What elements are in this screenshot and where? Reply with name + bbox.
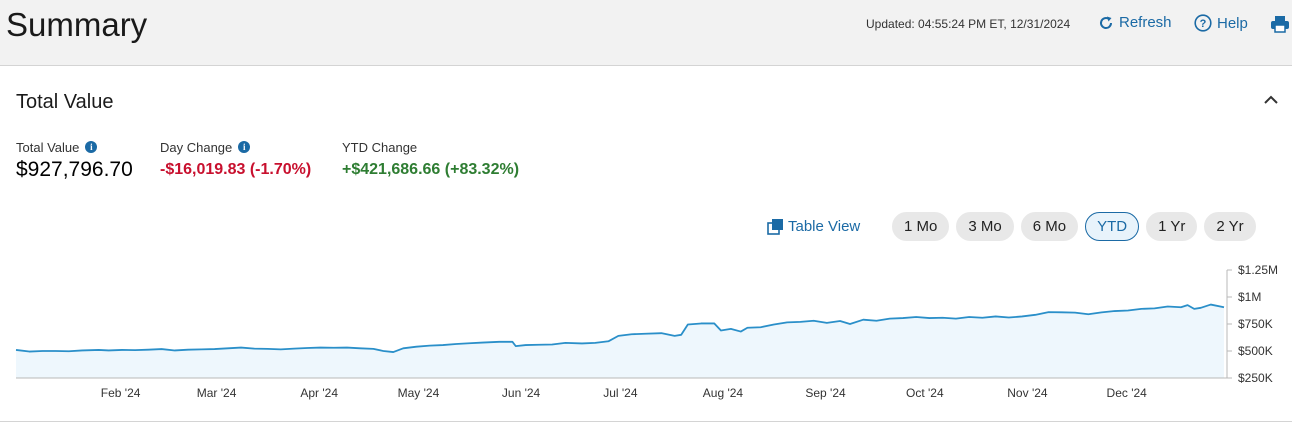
range-button-6-mo[interactable]: 6 Mo [1020, 212, 1079, 241]
collapse-button[interactable] [1263, 93, 1279, 111]
y-tick-label: $1.25M [1238, 263, 1278, 277]
range-button-1-mo[interactable]: 1 Mo [892, 212, 950, 241]
svg-text:?: ? [1200, 18, 1207, 30]
help-label: Help [1217, 14, 1248, 32]
refresh-button[interactable]: Refresh [1098, 14, 1172, 31]
ytd-change-amount: +$421,686.66 (+83.32%) [342, 161, 520, 178]
range-selector: 1 Mo 3 Mo 6 Mo YTD 1 Yr 2 Yr [892, 212, 1256, 241]
x-tick-label: Jul '24 [603, 386, 638, 400]
range-button-2-yr[interactable]: 2 Yr [1204, 212, 1256, 241]
chevron-up-icon [1264, 95, 1278, 104]
section-title: Total Value [16, 91, 114, 113]
table-view-label: Table View [788, 218, 861, 235]
y-tick-label: $750K [1238, 317, 1273, 331]
range-button-ytd[interactable]: YTD [1085, 212, 1140, 241]
info-icon[interactable]: i [238, 141, 251, 153]
total-value-metric: Total Value i $927,796.70 [16, 139, 133, 182]
range-button-3-mo[interactable]: 3 Mo [956, 212, 1014, 241]
x-tick-label: Mar '24 [197, 386, 237, 400]
ytd-change-metric: YTD Change +$421,686.66 (+83.32%) [342, 139, 519, 179]
updated-timestamp: Updated: 04:55:24 PM ET, 12/31/2024 [866, 17, 1071, 31]
y-tick-label: $500K [1238, 344, 1273, 358]
day-change-label: Day Change [160, 139, 233, 155]
x-tick-label: Nov '24 [1007, 386, 1048, 400]
x-tick-label: Sep '24 [805, 386, 846, 400]
help-circle-icon: ? [1194, 14, 1212, 32]
y-tick-label: $250K [1238, 371, 1273, 385]
x-tick-label: Oct '24 [906, 386, 944, 400]
range-button-1-yr[interactable]: 1 Yr [1146, 212, 1198, 241]
table-view-link[interactable]: Table View [767, 218, 860, 235]
x-tick-label: May '24 [398, 386, 440, 400]
top-bar: Summary Updated: 04:55:24 PM ET, 12/31/2… [0, 0, 1292, 66]
chart-area-fill [16, 304, 1224, 378]
info-icon[interactable]: i [85, 141, 98, 153]
day-change-metric: Day Change i -$16,019.83 (-1.70%) [160, 139, 311, 179]
ytd-change-label: YTD Change [342, 139, 418, 155]
print-button[interactable] [1270, 15, 1290, 38]
divider [0, 421, 1292, 422]
refresh-label: Refresh [1119, 14, 1172, 31]
page-title: Summary [6, 6, 148, 43]
printer-icon [1271, 16, 1289, 33]
x-tick-label: Apr '24 [300, 386, 338, 400]
x-tick-label: Aug '24 [703, 386, 744, 400]
x-tick-label: Dec '24 [1107, 386, 1148, 400]
total-value-label: Total Value [16, 139, 80, 155]
total-value-amount: $927,796.70 [16, 158, 133, 181]
x-tick-label: Feb '24 [101, 386, 141, 400]
help-button[interactable]: ? Help [1194, 14, 1248, 32]
y-tick-label: $1M [1238, 290, 1261, 304]
day-change-amount: -$16,019.83 (-1.70%) [160, 161, 312, 178]
chart-series-line [15, 303, 1225, 353]
refresh-icon [1100, 16, 1113, 29]
x-tick-label: Jun '24 [502, 386, 541, 400]
value-chart: $1.25M $1M $750K $500K $250K Feb '24 Mar '24 Ap… [15, 263, 1278, 400]
table-view-icon [767, 219, 783, 235]
